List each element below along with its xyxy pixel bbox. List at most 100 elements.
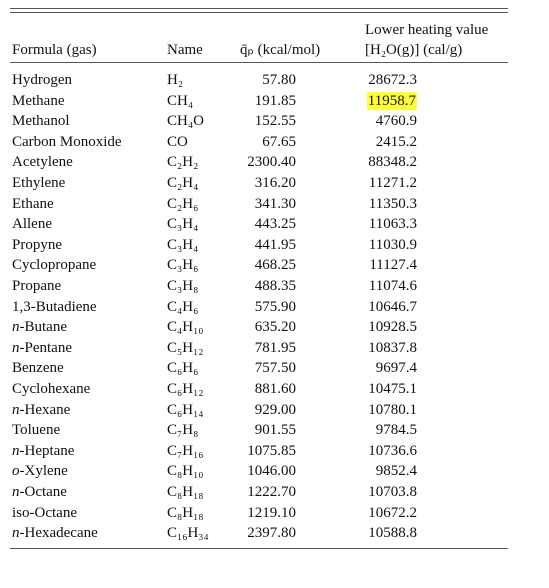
name-cell: C₂H₆ — [167, 195, 199, 212]
formula-cell: Cyclopropane — [12, 257, 97, 274]
lhv-cell: 9852.4 — [375, 463, 417, 480]
formula-cell: n-Pentane — [12, 339, 72, 356]
formula-cell: Benzene — [12, 360, 64, 377]
heat-cell: 2300.40 — [247, 154, 296, 171]
heat-cell: 152.55 — [254, 113, 296, 130]
name-cell: C₆H₁₄ — [167, 401, 204, 418]
lhv-cell: 11063.3 — [368, 216, 417, 233]
heat-cell: 468.25 — [254, 257, 296, 274]
lhv-cell: 11958.7 — [366, 91, 417, 110]
name-cell: CH₄ — [167, 92, 194, 109]
name-cell: C₃H₆ — [167, 257, 199, 274]
name-cell: C₃H₄ — [167, 236, 199, 253]
lhv-cell: 11030.9 — [368, 236, 417, 253]
formula-cell: Propyne — [12, 236, 62, 253]
name-cell: C₈H₁₀ — [167, 463, 204, 480]
heat-cell: 488.35 — [254, 278, 296, 294]
heat-cell: 881.60 — [254, 381, 296, 397]
heat-cell: 901.55 — [254, 422, 296, 439]
name-cell: CO — [167, 133, 188, 150]
formula-cell: n-Hexadecane — [12, 525, 98, 542]
lhv-cell: 10672.2 — [368, 504, 417, 521]
lhv-cell: 88348.2 — [368, 154, 417, 171]
heat-cell: 443.25 — [254, 216, 296, 233]
heat-cell: 2397.80 — [247, 525, 296, 542]
top-rule — [10, 12, 508, 13]
lhv-cell: 2415.2 — [375, 133, 417, 150]
lhv-cell: 28672.3 — [368, 72, 417, 88]
heat-cell: 575.90 — [254, 298, 296, 315]
top-rule — [10, 8, 508, 9]
heat-cell: 929.00 — [254, 401, 296, 418]
lhv-cell: 10837.8 — [368, 339, 417, 356]
lhv-cell: 9697.4 — [375, 360, 417, 377]
name-cell: C₇H₈ — [167, 422, 199, 439]
heat-cell: 191.85 — [254, 92, 296, 109]
name-cell: C₃H₈ — [167, 278, 199, 294]
formula-cell: Allene — [12, 216, 52, 233]
lhv-cell: 10736.6 — [368, 442, 417, 459]
formula-cell: Methane — [12, 92, 65, 109]
header-rule — [10, 62, 508, 63]
name-cell: C₂H₂ — [167, 154, 199, 171]
formula-cell: Ethylene — [12, 175, 66, 191]
lhv-cell: 10588.8 — [368, 525, 417, 542]
heat-cell: 1046.00 — [247, 463, 296, 480]
group-header: Lower heating value — [365, 22, 489, 38]
heat-cell: 781.95 — [254, 339, 296, 356]
name-cell: C₄H₆ — [167, 298, 199, 315]
lhv-cell: 10703.8 — [368, 484, 417, 500]
heat-cell: 67.65 — [262, 133, 296, 150]
heat-cell: 441.95 — [254, 236, 296, 253]
lhv-cell: 9784.5 — [375, 422, 417, 439]
name-cell: C₆H₁₂ — [167, 381, 204, 397]
lhv-cell: 10475.1 — [368, 381, 417, 397]
lhv-cell: 10780.1 — [368, 401, 417, 418]
column-header: [H₂O(g)] (cal/g) — [365, 42, 463, 58]
heat-cell: 1219.10 — [247, 504, 296, 521]
lhv-cell: 11350.3 — [368, 195, 417, 212]
formula-cell: Toluene — [12, 422, 61, 439]
name-cell: C₄H₁₀ — [167, 319, 204, 336]
name-cell: H₂ — [167, 72, 184, 88]
formula-cell: Methanol — [12, 113, 70, 130]
column-header: Formula (gas) — [12, 42, 97, 58]
name-cell: C₂H₄ — [167, 175, 199, 191]
lhv-cell: 11074.6 — [368, 278, 417, 294]
column-header: q̄ₚ (kcal/mol) — [240, 42, 321, 58]
heat-cell: 1075.85 — [247, 442, 296, 459]
name-cell: C₅H₁₂ — [167, 339, 204, 356]
lhv-cell: 11271.2 — [368, 175, 417, 191]
formula-cell: o-Xylene — [12, 463, 68, 480]
formula-cell: n-Heptane — [12, 442, 75, 459]
name-cell: C₈H₁₈ — [167, 504, 204, 521]
formula-cell: Cyclohexane — [12, 381, 91, 397]
name-cell: C₈H₁₈ — [167, 484, 204, 500]
name-cell: C₁₆H₃₄ — [167, 525, 209, 542]
formula-cell: Ethane — [12, 195, 54, 212]
formula-cell: Hydrogen — [12, 72, 72, 88]
heat-cell: 757.50 — [254, 360, 296, 377]
name-cell: CH₄O — [167, 113, 204, 130]
name-cell: C₆H₆ — [167, 360, 199, 377]
formula-cell: Propane — [12, 278, 62, 294]
lhv-cell: 10646.7 — [368, 298, 417, 315]
heat-cell: 1222.70 — [247, 484, 296, 500]
heat-cell: 635.20 — [254, 319, 296, 336]
column-header: Name — [167, 42, 203, 58]
heat-cell: 341.30 — [254, 195, 296, 212]
heat-cell: 316.20 — [254, 175, 296, 191]
lhv-cell: 10928.5 — [368, 319, 417, 336]
heat-cell: 57.80 — [262, 72, 296, 88]
formula-cell: Acetylene — [12, 154, 73, 171]
name-cell: C₃H₄ — [167, 216, 199, 233]
formula-cell: n-Octane — [12, 484, 67, 500]
formula-cell: iso-Octane — [12, 504, 77, 521]
formula-cell: 1,3-Butadiene — [12, 298, 97, 315]
bottom-rule — [10, 548, 508, 549]
name-cell: C₇H₁₆ — [167, 442, 204, 459]
lhv-cell: 4760.9 — [375, 113, 417, 130]
lhv-cell: 11127.4 — [369, 257, 417, 274]
formula-cell: Carbon Monoxide — [12, 133, 122, 150]
